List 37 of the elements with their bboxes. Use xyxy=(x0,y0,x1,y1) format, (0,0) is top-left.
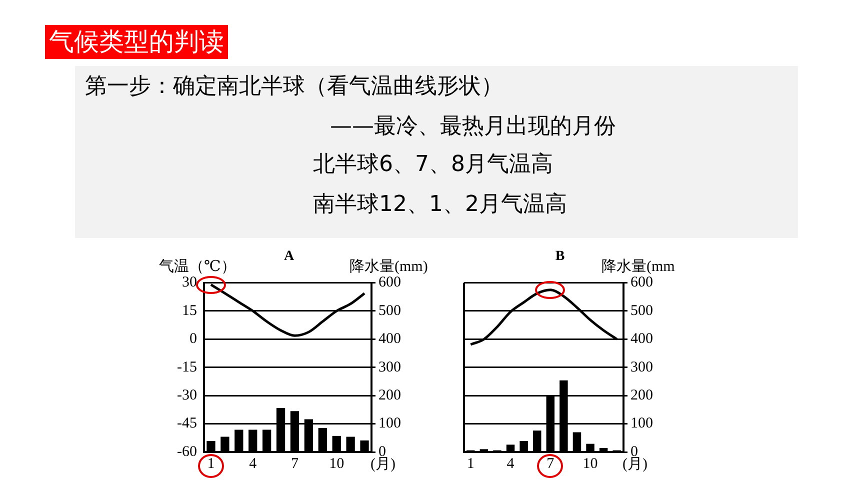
x-tick-label: 4 xyxy=(506,456,515,472)
y2-tick-label: 600 xyxy=(378,274,401,291)
y-tick-label: -30 xyxy=(176,388,197,404)
y2-tick-label: 100 xyxy=(630,416,653,432)
y2-axis-title: 降水量(mm) xyxy=(350,258,428,276)
text: 北半球6、7、8月气温高 xyxy=(313,152,553,178)
x-tick-label: 7 xyxy=(546,456,555,472)
y2-tick-label: 200 xyxy=(378,388,401,404)
y-tick-label: 30 xyxy=(182,274,197,291)
x-tick-label: 7 xyxy=(290,456,299,472)
x-tick-label: 10 xyxy=(329,456,344,472)
y2-tick-label: 300 xyxy=(378,359,401,376)
y2-tick-label: 600 xyxy=(630,274,653,291)
chart-title: B xyxy=(555,249,565,264)
y2-tick-label: 200 xyxy=(630,388,653,404)
y2-tick-label: 100 xyxy=(378,416,401,432)
x-tick-label: 1 xyxy=(466,456,474,472)
y-axis-title: 气温（℃） xyxy=(158,258,236,276)
y2-tick-label: 400 xyxy=(378,331,401,348)
chart-title: A xyxy=(284,249,295,264)
y-tick-label: 15 xyxy=(182,302,197,319)
x-tick-label: 1 xyxy=(207,456,215,472)
x-tick-label: 4 xyxy=(249,456,258,472)
text: 气候类型的判读 xyxy=(45,25,228,59)
y2-tick-label: 300 xyxy=(630,359,653,376)
text: ——最冷、最热月出现的月份 xyxy=(330,114,616,140)
y-tick-label: -60 xyxy=(176,444,197,460)
y2-tick-label: 400 xyxy=(630,331,653,348)
y2-tick-label: 500 xyxy=(378,302,401,319)
y-tick-label: 0 xyxy=(189,331,197,348)
x-tick-label: 10 xyxy=(582,456,598,472)
text: 南半球12、1、2月气温高 xyxy=(313,192,567,218)
y2-axis-title: 降水量(mm xyxy=(602,258,676,276)
y2-tick-label: 500 xyxy=(630,302,653,319)
y-tick-label: -15 xyxy=(176,359,197,376)
y-tick-label: -45 xyxy=(176,416,197,432)
text: 第一步：确定南北半球（看气温曲线形状） xyxy=(85,74,503,100)
